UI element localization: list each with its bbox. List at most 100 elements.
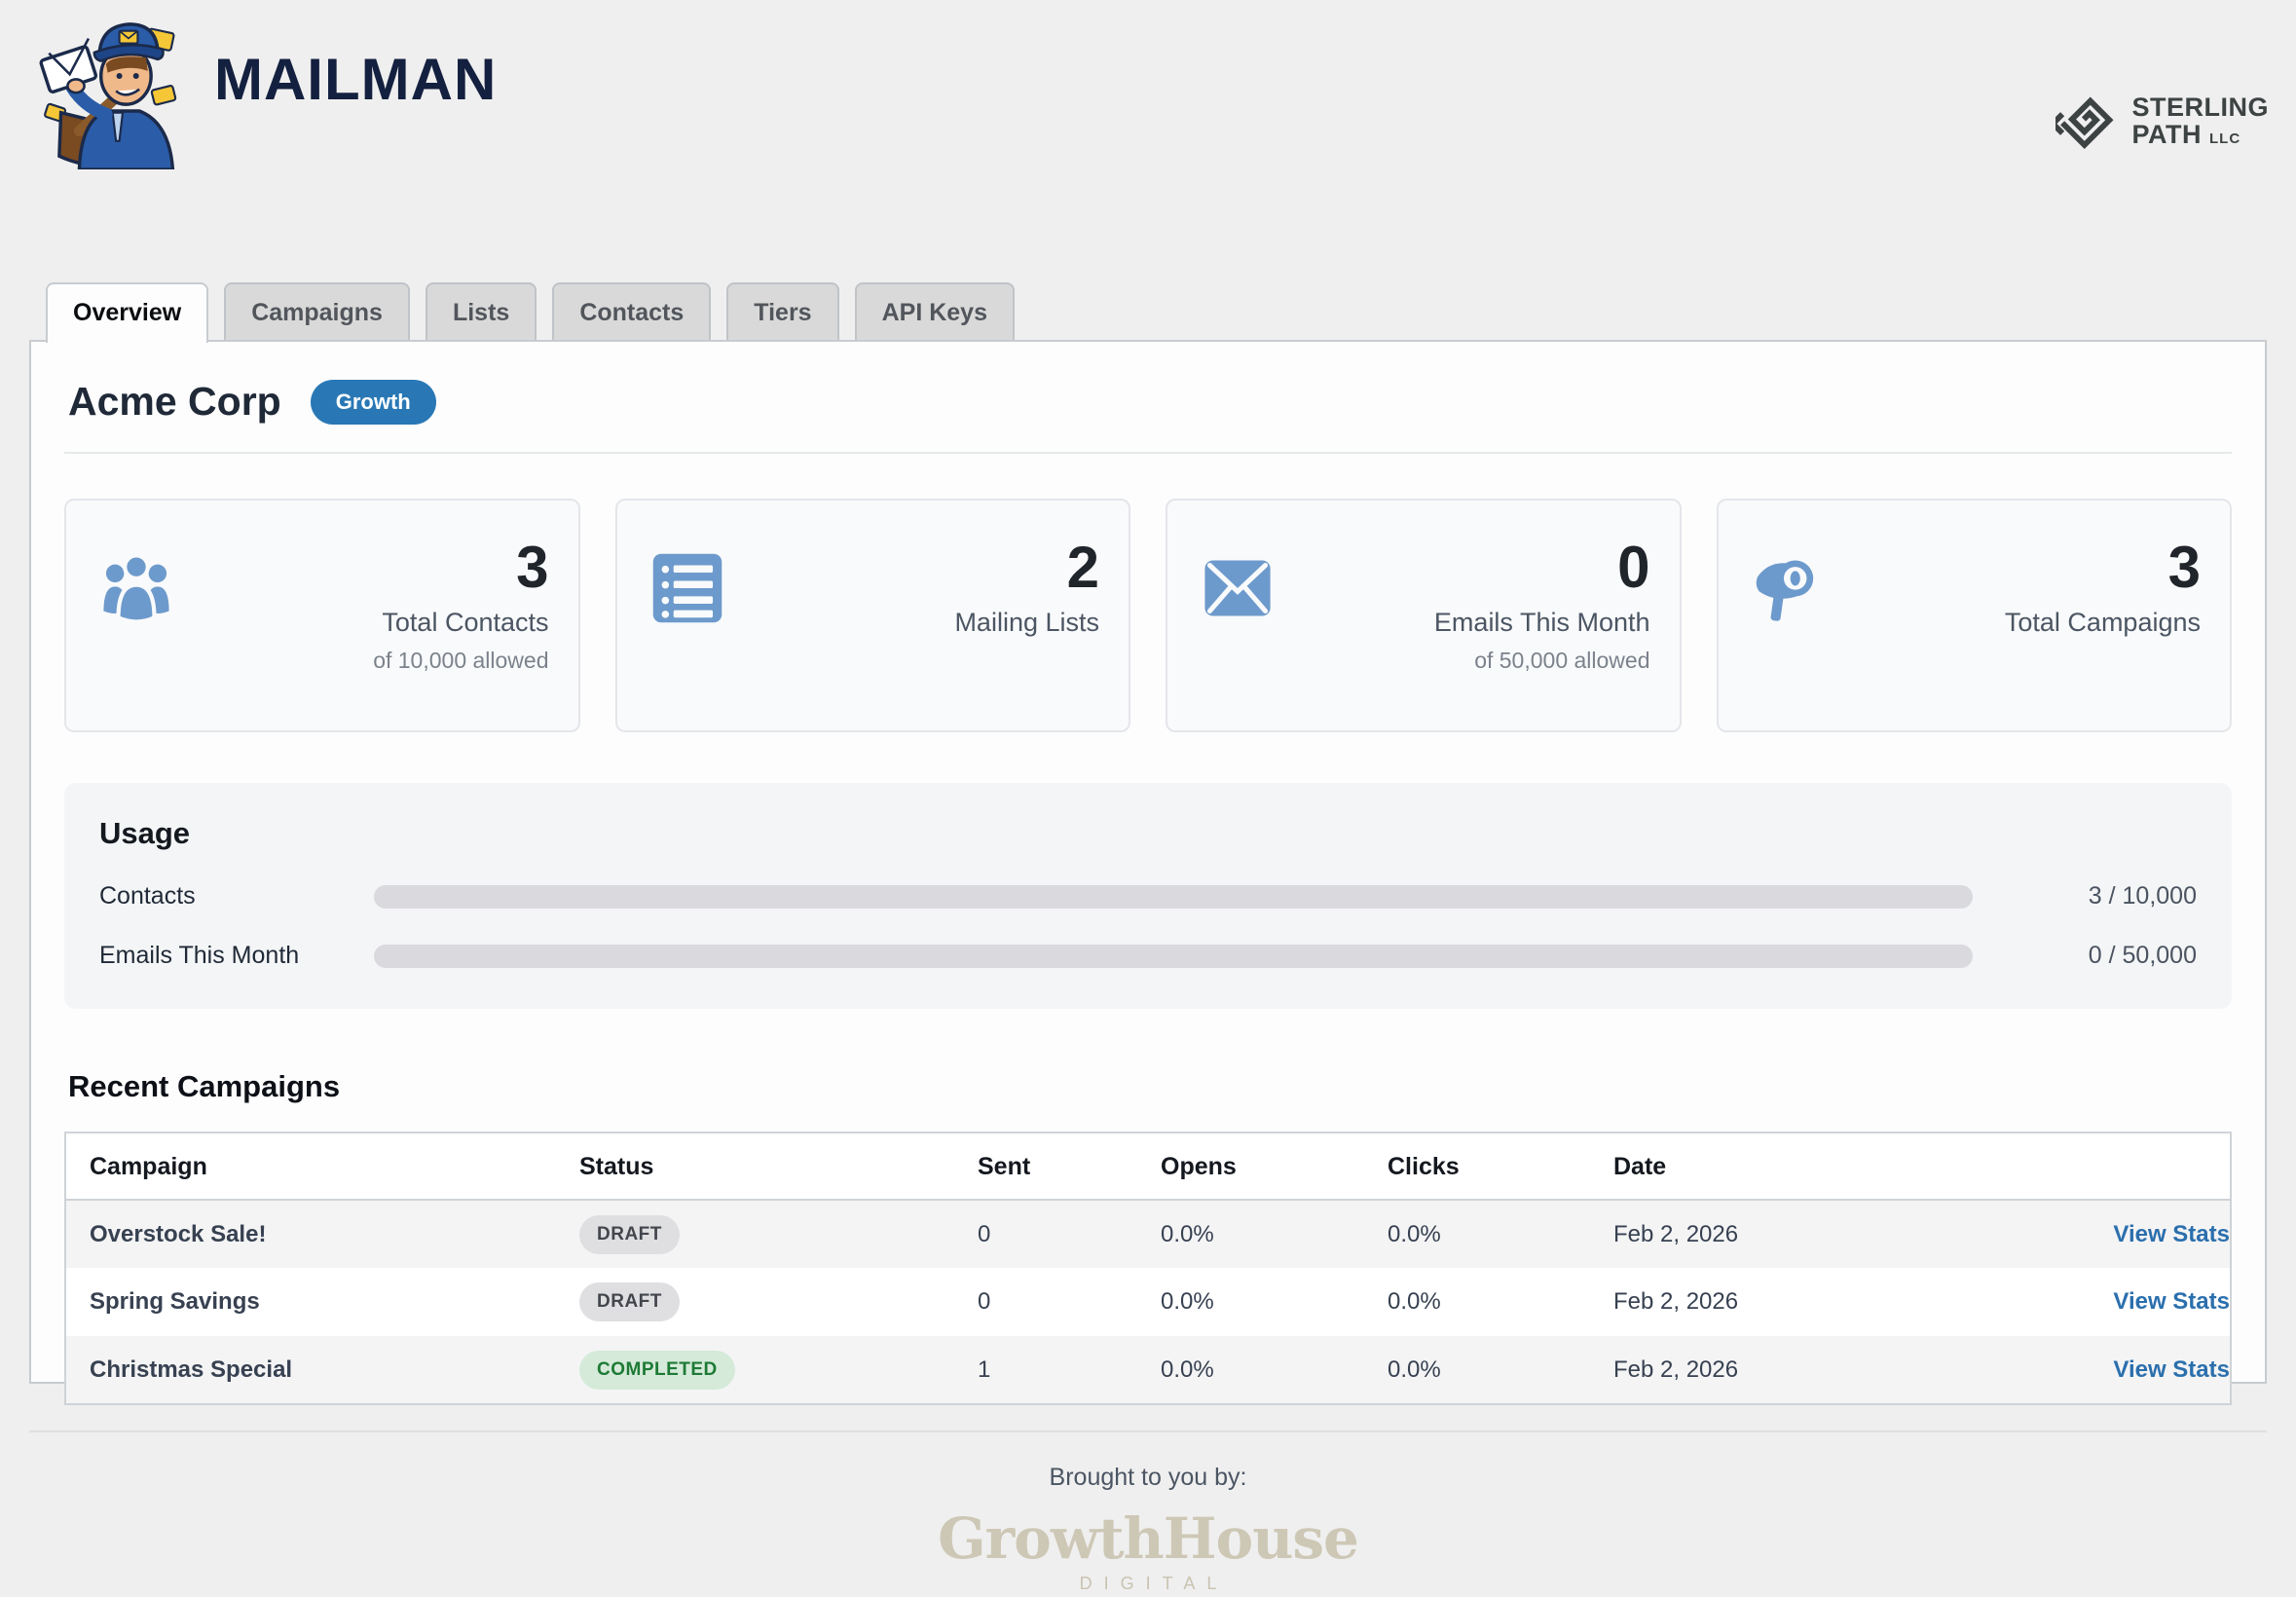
partner-line2: PATH LLC — [2131, 120, 2241, 149]
status-badge: DRAFT — [579, 1214, 680, 1254]
envelope-icon — [1204, 560, 1271, 616]
stat-sublabel: of 50,000 allowed — [1474, 648, 1650, 673]
campaign-opens: 0.0% — [1137, 1200, 1364, 1268]
recent-campaigns-title: Recent Campaigns — [68, 1069, 341, 1103]
company-divider — [64, 452, 2232, 454]
tab-overview[interactable]: Overview — [46, 282, 209, 343]
view-stats-link[interactable]: View Stats — [2113, 1356, 2230, 1383]
overview-panel: Acme Corp Growth 3 Total Contacts of 10,… — [29, 340, 2267, 1405]
growthhouse-logo: GrowthHouse — [938, 1505, 1359, 1572]
col-sent: Sent — [954, 1133, 1137, 1201]
campaign-action-cell: View Stats — [1921, 1268, 2231, 1336]
campaign-sent: 0 — [954, 1200, 1137, 1268]
usage-title: Usage — [99, 816, 191, 850]
campaign-opens: 0.0% — [1137, 1336, 1364, 1404]
usage-value: 3 / 10,000 — [2088, 882, 2197, 910]
view-stats-link[interactable]: View Stats — [2113, 1288, 2230, 1315]
brought-to-you-by-text: Brought to you by: — [1049, 1464, 1247, 1491]
campaign-sent: 0 — [954, 1268, 1137, 1336]
campaign-name: Spring Savings — [65, 1268, 556, 1336]
col-campaign: Campaign — [65, 1133, 556, 1201]
col-actions — [1921, 1133, 2231, 1201]
table-row: Christmas Special COMPLETED 1 0.0% 0.0% … — [65, 1336, 2231, 1404]
company-header: Acme Corp Growth — [64, 379, 2232, 425]
col-opens: Opens — [1137, 1133, 1364, 1201]
footer-divider — [29, 1430, 2267, 1432]
campaign-status-cell: COMPLETED — [556, 1336, 954, 1404]
usage-section: Usage Contacts 3 / 10,000 Emails This Mo… — [64, 783, 2232, 1009]
stat-value: 3 — [516, 535, 549, 600]
view-stats-link[interactable]: View Stats — [2113, 1220, 2230, 1247]
stat-card-mailing-lists: 2 Mailing Lists — [614, 499, 1130, 732]
stat-label: Total Campaigns — [2004, 608, 2201, 637]
usage-label: Contacts — [99, 882, 196, 910]
usage-row-emails: Emails This Month 0 / 50,000 — [99, 942, 2197, 970]
mailman-logo-illustration — [39, 22, 177, 169]
col-status: Status — [556, 1133, 954, 1201]
growthhouse-digital-text: DIGITAL — [1079, 1574, 1229, 1593]
stat-value: 0 — [1617, 535, 1650, 600]
table-row: Overstock Sale! DRAFT 0 0.0% 0.0% Feb 2,… — [65, 1200, 2231, 1268]
usage-row-contacts: Contacts 3 / 10,000 — [99, 882, 2197, 910]
list-icon — [652, 553, 722, 623]
campaign-date: Feb 2, 2026 — [1590, 1336, 1921, 1404]
table-row: Spring Savings DRAFT 0 0.0% 0.0% Feb 2, … — [65, 1268, 2231, 1336]
campaign-action-cell: View Stats — [1921, 1336, 2231, 1404]
tab-bar: Overview Campaigns Lists Contacts Tiers … — [0, 282, 2296, 343]
stat-value: 3 — [2167, 535, 2201, 600]
tab-tiers[interactable]: Tiers — [726, 282, 839, 340]
sterling-path-diamond-icon — [2055, 96, 2115, 150]
app-title: MAILMAN — [214, 46, 498, 112]
stat-label: Total Contacts — [382, 608, 549, 637]
campaign-opens: 0.0% — [1137, 1268, 1364, 1336]
campaigns-table: Campaign Status Sent Opens Clicks Date O… — [64, 1132, 2232, 1405]
company-name: Acme Corp — [68, 379, 281, 424]
partner-line1: STERLING — [2131, 92, 2269, 122]
campaign-status-cell: DRAFT — [556, 1200, 954, 1268]
campaign-date: Feb 2, 2026 — [1590, 1268, 1921, 1336]
stat-sublabel — [954, 648, 1099, 671]
stat-value: 2 — [1066, 535, 1099, 600]
campaign-date: Feb 2, 2026 — [1590, 1200, 1921, 1268]
people-icon — [103, 553, 169, 624]
campaign-clicks: 0.0% — [1364, 1268, 1590, 1336]
stat-label: Mailing Lists — [954, 608, 1099, 637]
header: MAILMAN STERLING PATH LLC — [0, 0, 2296, 282]
usage-label: Emails This Month — [99, 942, 300, 969]
usage-value: 0 / 50,000 — [2088, 942, 2197, 969]
stat-sublabel: of 10,000 allowed — [373, 648, 549, 673]
partner-name: STERLING PATH LLC — [2131, 93, 2269, 149]
tab-lists[interactable]: Lists — [425, 282, 537, 340]
tab-api-keys[interactable]: API Keys — [854, 282, 1015, 340]
brand-lockup: MAILMAN — [29, 6, 497, 169]
campaign-sent: 1 — [954, 1336, 1137, 1404]
stat-card-emails-month: 0 Emails This Month of 50,000 allowed — [1166, 499, 1682, 732]
stat-card-total-campaigns: 3 Total Campaigns — [1716, 499, 2232, 732]
table-header-row: Campaign Status Sent Opens Clicks Date — [65, 1133, 2231, 1201]
tab-campaigns[interactable]: Campaigns — [224, 282, 410, 340]
status-badge: COMPLETED — [579, 1350, 735, 1390]
campaign-clicks: 0.0% — [1364, 1336, 1590, 1404]
stat-content: 2 Mailing Lists — [954, 536, 1099, 705]
campaign-status-cell: DRAFT — [556, 1268, 954, 1336]
stat-card-total-contacts: 3 Total Contacts of 10,000 allowed — [64, 499, 580, 732]
footer: Brought to you by: GrowthHouse DIGITAL — [0, 1464, 2296, 1594]
stat-cards: 3 Total Contacts of 10,000 allowed — [64, 499, 2232, 732]
status-badge: DRAFT — [579, 1282, 680, 1321]
plan-badge: Growth — [310, 379, 436, 425]
contacts-progress-bar — [374, 884, 1973, 909]
campaign-clicks: 0.0% — [1364, 1200, 1590, 1268]
partner-logo: STERLING PATH LLC — [2055, 90, 2269, 152]
stat-label: Emails This Month — [1433, 608, 1650, 637]
stat-sublabel — [2005, 648, 2201, 671]
tab-contacts[interactable]: Contacts — [552, 282, 712, 340]
campaign-name: Overstock Sale! — [65, 1200, 556, 1268]
emails-progress-bar — [374, 944, 1973, 968]
col-date: Date — [1590, 1133, 1921, 1201]
stat-content: 0 Emails This Month of 50,000 allowed — [1434, 536, 1650, 705]
stat-content: 3 Total Contacts of 10,000 allowed — [373, 536, 548, 705]
campaign-name: Christmas Special — [65, 1336, 556, 1404]
stat-content: 3 Total Campaigns — [2005, 536, 2201, 705]
megaphone-icon — [1756, 560, 1813, 621]
